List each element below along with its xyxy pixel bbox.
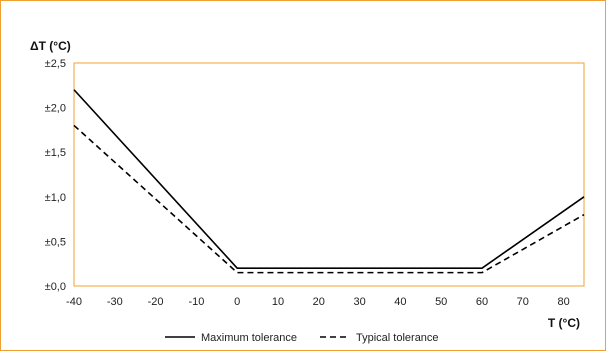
series-lines bbox=[73, 89, 585, 274]
x-tick-label: -30 bbox=[107, 296, 123, 308]
legend-label: Typical tolerance bbox=[356, 332, 439, 344]
legend-label: Maximum tolerance bbox=[201, 332, 297, 344]
x-tick-label: 60 bbox=[476, 296, 488, 308]
y-tick-label: ±0,0 bbox=[45, 281, 66, 293]
typical-tolerance-line bbox=[73, 124, 585, 274]
x-axis-title: T (°C) bbox=[548, 316, 580, 330]
plot-area bbox=[73, 62, 585, 287]
y-tick-label: ±1,0 bbox=[45, 192, 66, 204]
x-tick-label: -40 bbox=[66, 296, 82, 308]
y-tick-label: ±2,0 bbox=[45, 103, 66, 115]
x-tick-label: 30 bbox=[353, 296, 365, 308]
y-axis-ticks: ±0,0 ±0,5 ±1,0 ±1,5 ±2,0 ±2,5 bbox=[45, 58, 66, 293]
y-tick-label: ±2,5 bbox=[45, 58, 66, 70]
y-tick-label: ±1,5 bbox=[45, 147, 66, 159]
maximum-tolerance-line bbox=[73, 89, 585, 269]
x-tick-label: 20 bbox=[313, 296, 325, 308]
x-tick-label: -10 bbox=[188, 296, 204, 308]
legend: Maximum tolerance Typical tolerance bbox=[165, 332, 439, 344]
x-tick-label: 80 bbox=[557, 296, 569, 308]
y-axis-title: ΔT (°C) bbox=[30, 39, 71, 53]
y-tick-label: ±0,5 bbox=[45, 236, 66, 248]
x-tick-label: 0 bbox=[234, 296, 240, 308]
x-axis-ticks: -40 -30 -20 -10 0 10 20 30 40 50 60 70 80 bbox=[66, 296, 570, 308]
x-tick-label: 10 bbox=[272, 296, 284, 308]
x-tick-label: 70 bbox=[517, 296, 529, 308]
x-tick-label: -20 bbox=[148, 296, 164, 308]
x-tick-label: 40 bbox=[394, 296, 406, 308]
x-tick-label: 50 bbox=[435, 296, 447, 308]
